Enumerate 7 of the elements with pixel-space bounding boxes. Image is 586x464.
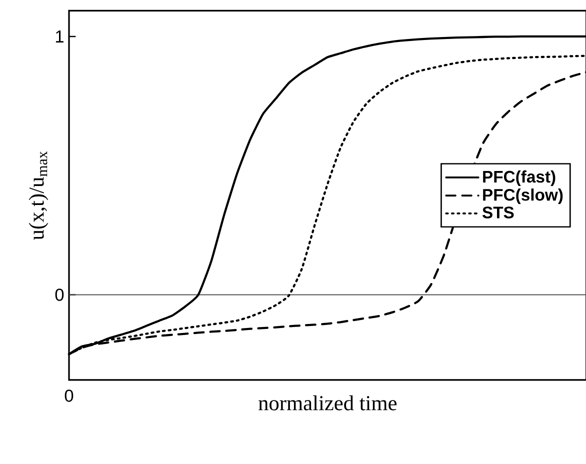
legend-label: STS [482, 206, 514, 218]
y-tick-label: 1 [56, 30, 64, 42]
x-axis-title: normalized time [258, 395, 397, 410]
text: 0 [64, 390, 74, 402]
legend-label: PFC(slow) [483, 188, 563, 204]
y-axis-title: u(x,t)/u$_{max}$ [28, 151, 48, 240]
legend-label: PFC(fast) [483, 170, 556, 186]
